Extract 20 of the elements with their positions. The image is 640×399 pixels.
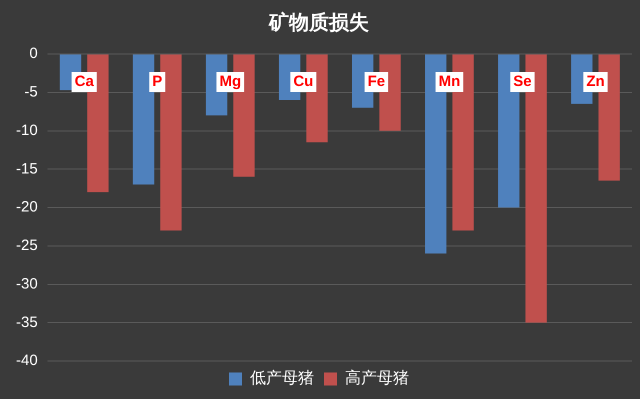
y-tick-label: -40 — [16, 352, 38, 370]
x-tick-label: Fe — [368, 73, 386, 90]
y-tick-label: -10 — [16, 122, 38, 139]
y-tick-label: -25 — [16, 237, 38, 254]
y-tick-label: -15 — [16, 160, 38, 178]
legend-label: 低产母猪 — [250, 368, 314, 388]
x-tick-label: Mn — [438, 73, 460, 90]
y-tick-label: -5 — [24, 84, 38, 101]
x-tick-label: Cu — [293, 73, 314, 90]
legend-label: 高产母猪 — [345, 368, 409, 388]
x-tick-label: Ca — [74, 73, 94, 90]
y-tick-label: -35 — [16, 314, 38, 331]
y-tick-label: -30 — [16, 275, 38, 292]
x-tick-label: Mg — [219, 73, 242, 90]
y-tick-label: -20 — [16, 198, 38, 216]
chart-title: 矿物质损失 — [268, 10, 369, 34]
x-tick-label: Zn — [586, 73, 605, 90]
y-tick-label: 0 — [29, 45, 38, 62]
x-tick-label: Se — [513, 73, 532, 90]
x-tick-label: P — [152, 73, 162, 90]
